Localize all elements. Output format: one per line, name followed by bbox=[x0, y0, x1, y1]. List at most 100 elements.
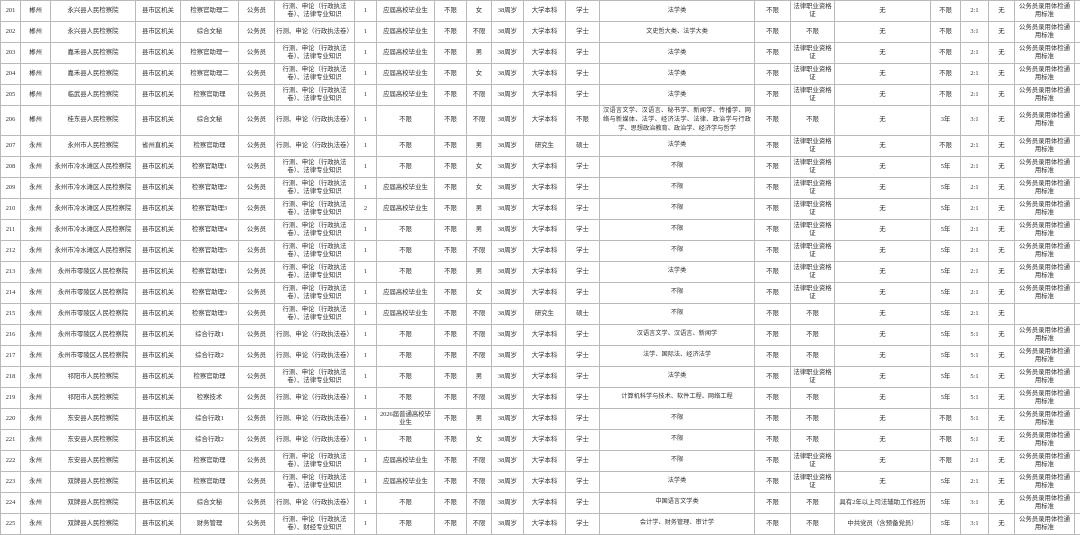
cell-tel1: 0746637/8100 bbox=[1075, 156, 1080, 177]
cell-type: 公务员 bbox=[239, 198, 275, 219]
cell-interview: 无 bbox=[989, 198, 1015, 219]
cell-seq: 217 bbox=[1, 345, 21, 366]
cell-major: 法学类 bbox=[600, 1, 755, 22]
cell-major: 会计学、财务管理、审计学 bbox=[600, 513, 755, 534]
cell-sex: 不限 bbox=[467, 471, 492, 492]
cell-pol: 不限 bbox=[435, 85, 467, 106]
cell-tel1: 0746637/8100 bbox=[1075, 408, 1080, 429]
cell-exam: 行测、申论（行政执法卷） bbox=[275, 106, 355, 136]
cell-grad: 不限 bbox=[377, 219, 435, 240]
cell-post: 检察官助理二 bbox=[181, 1, 239, 22]
cell-grad: 应届高校毕业生 bbox=[377, 450, 435, 471]
cell-other: 无 bbox=[835, 387, 931, 408]
cell-pol: 不限 bbox=[435, 219, 467, 240]
cell-edu: 大学本科 bbox=[524, 22, 566, 43]
cell-type: 公务员 bbox=[239, 408, 275, 429]
cell-seq: 209 bbox=[1, 177, 21, 198]
cell-tel1: 0746637/8100 bbox=[1075, 429, 1080, 450]
cell-extra: 不限 bbox=[755, 387, 791, 408]
cell-type: 公务员 bbox=[239, 106, 275, 136]
cell-city: 郴州 bbox=[21, 64, 51, 85]
cell-other: 无 bbox=[835, 261, 931, 282]
cell-edu: 大学本科 bbox=[524, 43, 566, 64]
cell-tel1: 0746637/8100 bbox=[1075, 450, 1080, 471]
cell-ratio: 2:1 bbox=[961, 282, 989, 303]
cell-city: 郴州 bbox=[21, 22, 51, 43]
cell-age: 38周岁 bbox=[492, 282, 524, 303]
cell-num: 1 bbox=[355, 282, 377, 303]
cell-cert: 法律职业资格证 bbox=[791, 135, 835, 156]
cell-svc: 5年 bbox=[931, 492, 961, 513]
cell-svc: 不限 bbox=[931, 85, 961, 106]
cell-post: 综合行政2 bbox=[181, 429, 239, 450]
cell-city: 永州 bbox=[21, 261, 51, 282]
cell-phys: 公务员录用体检通用标准 bbox=[1015, 513, 1075, 534]
cell-extra: 不限 bbox=[755, 43, 791, 64]
cell-age: 38周岁 bbox=[492, 513, 524, 534]
cell-post: 综合文秘 bbox=[181, 106, 239, 136]
cell-grad: 不限 bbox=[377, 429, 435, 450]
cell-svc: 5年 bbox=[931, 198, 961, 219]
cell-major: 法学、国际法、经济法学 bbox=[600, 345, 755, 366]
cell-sex: 不限 bbox=[467, 324, 492, 345]
cell-grad: 不限 bbox=[377, 324, 435, 345]
cell-cert: 法律职业资格证 bbox=[791, 64, 835, 85]
cell-svc: 5年 bbox=[931, 156, 961, 177]
cell-ratio: 5:1 bbox=[961, 366, 989, 387]
cell-pol: 不限 bbox=[435, 471, 467, 492]
cell-post: 综合行政1 bbox=[181, 408, 239, 429]
cell-sex: 不限 bbox=[467, 240, 492, 261]
cell-phys: 公务员录用体检通用标准 bbox=[1015, 429, 1075, 450]
cell-city: 永州 bbox=[21, 471, 51, 492]
cell-num: 1 bbox=[355, 492, 377, 513]
cell-post: 检察官助理1 bbox=[181, 156, 239, 177]
cell-seq: 208 bbox=[1, 156, 21, 177]
cell-org: 永州市零陵区人民检察院 bbox=[51, 345, 136, 366]
cell-org: 双牌县人民检察院 bbox=[51, 492, 136, 513]
cell-cert: 法律职业资格证 bbox=[791, 1, 835, 22]
cell-pol: 不限 bbox=[435, 303, 467, 324]
cell-major: 不限 bbox=[600, 282, 755, 303]
cell-tel1: 0746637/8100 bbox=[1075, 366, 1080, 387]
cell-tel1: 0735-2280180 bbox=[1075, 22, 1080, 43]
cell-pol: 不限 bbox=[435, 324, 467, 345]
cell-svc: 5年 bbox=[931, 219, 961, 240]
cell-ratio: 2:1 bbox=[961, 303, 989, 324]
cell-ratio: 5:1 bbox=[961, 324, 989, 345]
cell-city: 永州 bbox=[21, 492, 51, 513]
cell-age: 38周岁 bbox=[492, 408, 524, 429]
cell-sex: 男 bbox=[467, 135, 492, 156]
cell-extra: 不限 bbox=[755, 492, 791, 513]
cell-major: 不限 bbox=[600, 408, 755, 429]
cell-major: 不限 bbox=[600, 429, 755, 450]
cell-num: 1 bbox=[355, 429, 377, 450]
cell-phys bbox=[1015, 303, 1075, 324]
cell-phys: 公务员录用体检通用标准 bbox=[1015, 22, 1075, 43]
cell-major: 文史哲大类、法学大类 bbox=[600, 22, 755, 43]
cell-deg: 学士 bbox=[566, 324, 600, 345]
cell-age: 38周岁 bbox=[492, 324, 524, 345]
cell-org: 永州市零陵区人民检察院 bbox=[51, 303, 136, 324]
cell-post: 检察官助理一 bbox=[181, 43, 239, 64]
cell-age: 38周岁 bbox=[492, 345, 524, 366]
cell-phys: 公务员录用体检通用标准 bbox=[1015, 324, 1075, 345]
cell-exam: 行测、申论（行政执法卷）、法律专业知识 bbox=[275, 1, 355, 22]
cell-svc: 不限 bbox=[931, 135, 961, 156]
cell-other: 无 bbox=[835, 156, 931, 177]
cell-pol: 不限 bbox=[435, 408, 467, 429]
cell-major: 计算机科学与技术、软件工程、网络工程 bbox=[600, 387, 755, 408]
cell-level: 县市区机关 bbox=[136, 366, 181, 387]
cell-exam: 行测、申论（行政执法卷）、法律专业知识 bbox=[275, 64, 355, 85]
cell-org: 桂东县人民检察院 bbox=[51, 106, 136, 136]
cell-org: 永州市零陵区人民检察院 bbox=[51, 261, 136, 282]
cell-exam: 行测、申论（行政执法卷）、法律专业知识 bbox=[275, 219, 355, 240]
cell-phys: 公务员录用体检通用标准 bbox=[1015, 345, 1075, 366]
cell-phys: 公务员录用体检通用标准 bbox=[1015, 261, 1075, 282]
cell-seq: 221 bbox=[1, 429, 21, 450]
cell-other: 无 bbox=[835, 43, 931, 64]
